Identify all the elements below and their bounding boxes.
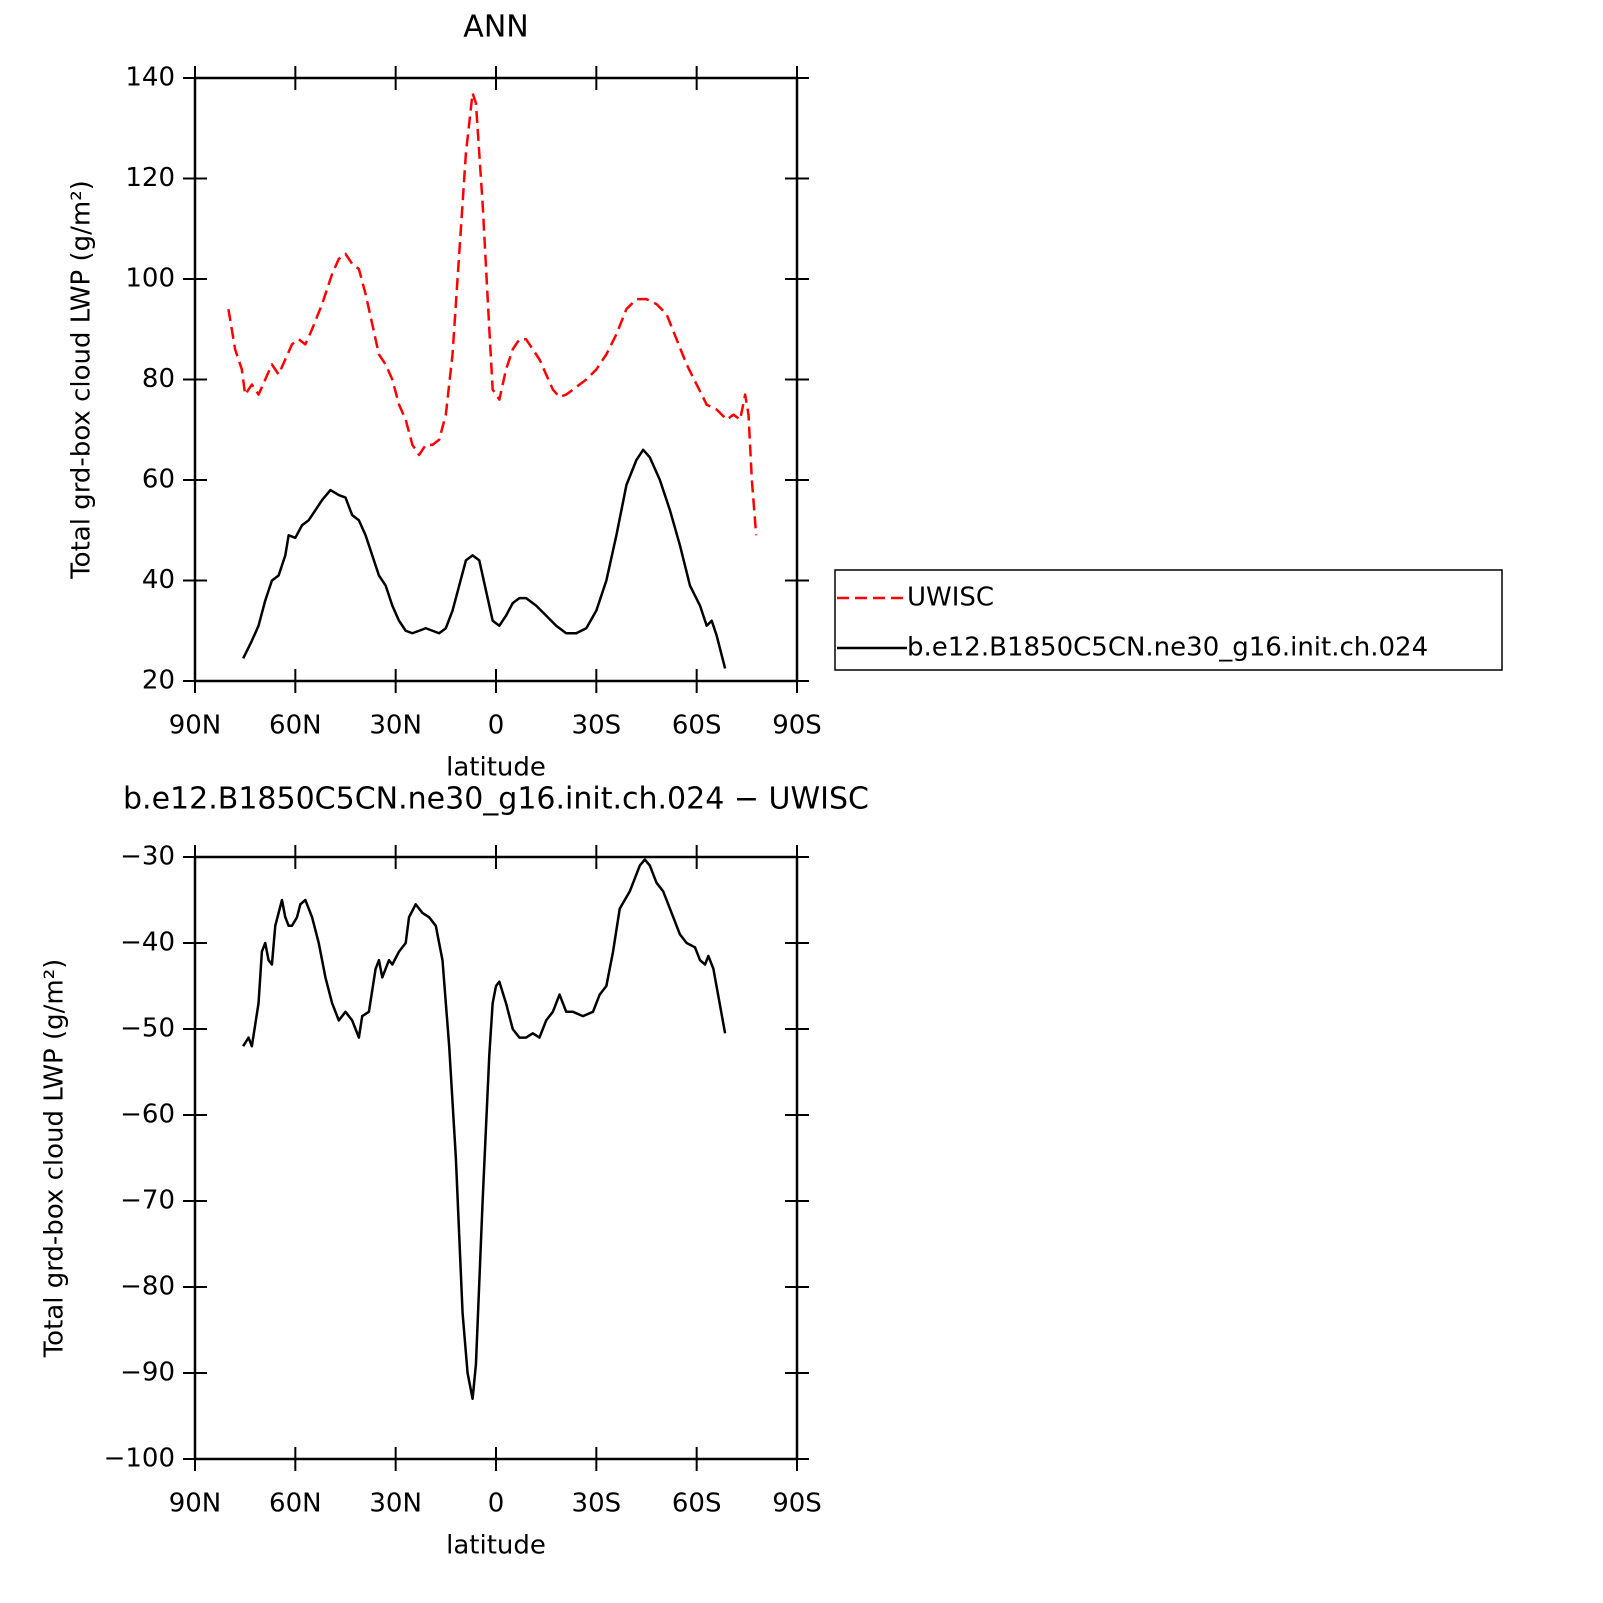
x-tick-label: 90N [169,711,222,741]
legend-label: UWISC [907,583,994,613]
y-axis-label: Total grd-box cloud LWP (g/m²) [67,180,97,580]
y-tick-label: 100 [125,264,175,294]
x-tick-label: 90N [169,1489,222,1519]
y-tick-label: −100 [104,1444,175,1474]
x-tick-label: 30N [369,711,422,741]
x-tick-label: 60N [269,1489,322,1519]
chart-title: ANN [463,10,528,45]
x-tick-label: 0 [488,1489,505,1519]
x-tick-label: 90S [772,1489,822,1519]
data-line [242,448,727,669]
x-tick-label: 60S [672,711,722,741]
plot-frame [193,76,799,683]
x-axis-label: latitude [446,1531,546,1561]
y-tick-label: 80 [142,364,175,394]
y-tick-label: −80 [120,1272,175,1302]
x-tick-label: 0 [488,711,505,741]
y-tick-label: −70 [120,1186,175,1216]
y-tick-label: −30 [120,842,175,872]
chart-title: b.e12.B1850C5CN.ne30_g16.init.ch.024 − U… [123,782,869,817]
x-axis-label: latitude [446,753,546,783]
y-tick-label: −90 [120,1358,175,1388]
y-tick-label: 20 [142,666,175,696]
x-tick-label: 30N [369,1489,422,1519]
x-tick-label: 60N [269,711,322,741]
y-axis-label: Total grd-box cloud LWP (g/m²) [40,959,70,1359]
x-tick-label: 60S [672,1489,722,1519]
y-tick-label: 60 [142,465,175,495]
x-tick-label: 30S [572,1489,622,1519]
y-tick-label: 120 [125,163,175,193]
y-tick-label: −50 [120,1014,175,1044]
data-line [227,91,758,536]
y-tick-label: 40 [142,565,175,595]
y-tick-label: 140 [125,63,175,93]
legend-label: b.e12.B1850C5CN.ne30_g16.init.ch.024 [907,633,1428,663]
y-tick-label: −60 [120,1100,175,1130]
x-tick-label: 30S [572,711,622,741]
plot-frame [193,855,799,1461]
y-tick-label: −40 [120,928,175,958]
data-line [242,858,727,1401]
legend-box [834,569,1503,671]
x-tick-label: 90S [772,711,822,741]
